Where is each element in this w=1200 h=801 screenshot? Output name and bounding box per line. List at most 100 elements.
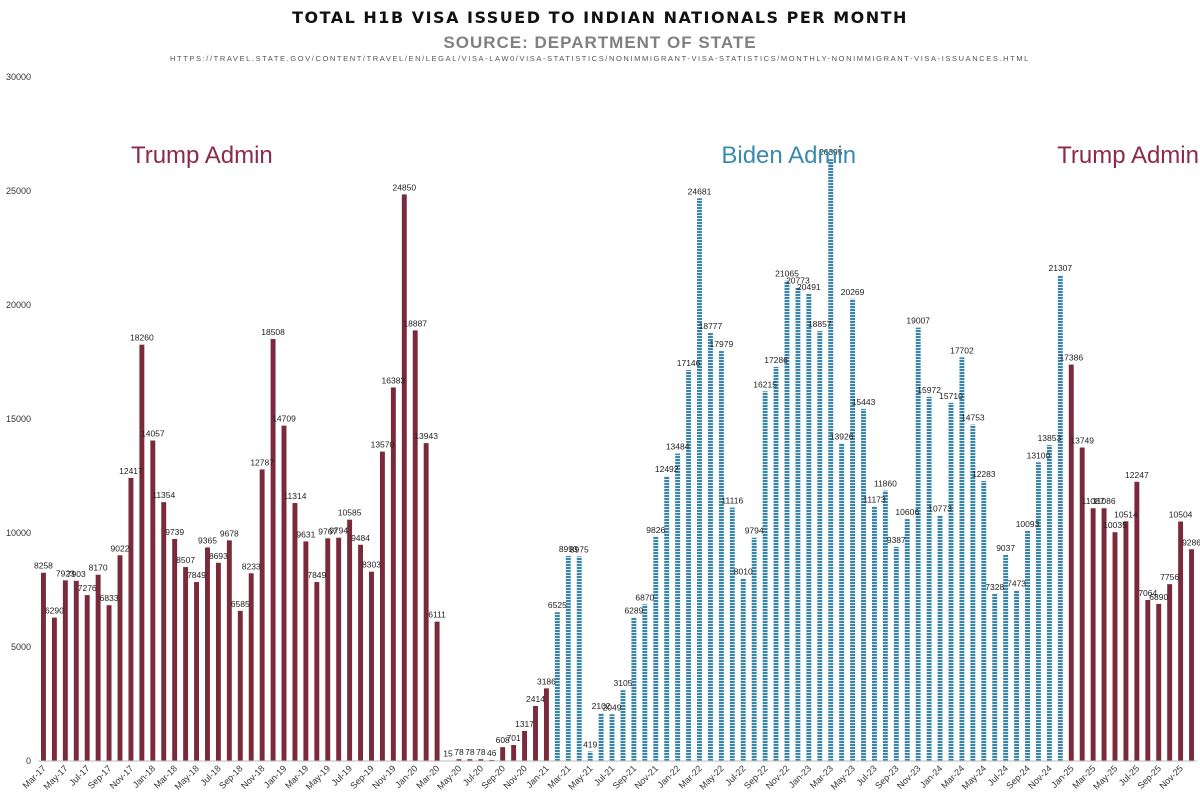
bar (926, 396, 932, 761)
data-label: 13943 (414, 431, 438, 441)
bar (1123, 521, 1129, 761)
data-label: 8975 (570, 544, 589, 554)
data-label: 18857 (808, 319, 832, 329)
bar (1101, 508, 1107, 761)
bar (784, 280, 790, 761)
data-label: 6525 (548, 600, 567, 610)
bar (314, 582, 320, 761)
bar (347, 519, 353, 761)
x-axis: Mar-17May-17Jul-17Sep-17Nov-17Jan-18Mar-… (21, 760, 1197, 792)
data-label: 6290 (45, 606, 64, 616)
data-label: 7756 (1160, 572, 1179, 582)
data-label: 11087 (1082, 496, 1105, 506)
data-label: 6585 (231, 599, 250, 609)
data-label: 24681 (688, 186, 712, 196)
bar (871, 506, 877, 761)
data-label: 12787 (250, 457, 274, 467)
bar (773, 366, 779, 761)
data-label: 10093 (1016, 519, 1040, 529)
data-label: 11116 (721, 496, 743, 506)
bar (248, 573, 254, 761)
data-label: 17286 (764, 355, 788, 365)
bar (718, 351, 724, 761)
bar (740, 578, 746, 761)
bar (62, 580, 68, 761)
data-label: 14709 (272, 414, 296, 424)
bar (915, 327, 921, 761)
data-label: 6111 (428, 610, 446, 620)
data-label: 9767 (318, 526, 337, 536)
bar (1145, 599, 1151, 761)
bar (183, 567, 189, 761)
bar (1167, 584, 1173, 761)
data-label: 8170 (89, 563, 108, 573)
x-tick-label: Nov-21 (633, 763, 661, 791)
bar (369, 571, 374, 761)
bar (806, 293, 812, 761)
bar (95, 574, 101, 761)
bars-group (41, 159, 1194, 762)
bar (543, 688, 549, 761)
data-label: 8303 (362, 560, 381, 570)
bar (303, 541, 309, 761)
bar (1003, 554, 1009, 761)
data-label: 18260 (130, 333, 154, 343)
bar (959, 357, 965, 761)
data-label: 10773 (928, 503, 952, 513)
data-label: 15 (443, 749, 453, 759)
data-label: 9826 (646, 525, 665, 535)
bar (161, 502, 167, 761)
y-tick-label: 25000 (6, 186, 31, 196)
bar (270, 339, 276, 761)
data-label: 13749 (1070, 436, 1094, 446)
bar (1112, 532, 1118, 761)
chart-subtitle: SOURCE: DEPARTMENT OF STATE (443, 33, 757, 52)
bar (1090, 508, 1096, 761)
y-tick-label: 20000 (6, 300, 31, 310)
bar (500, 747, 506, 761)
x-tick-label: Nov-19 (370, 763, 398, 791)
data-label: 9678 (220, 528, 239, 538)
bar (423, 443, 429, 761)
y-tick-label: 30000 (6, 72, 31, 82)
bar (1189, 549, 1194, 761)
bar (1178, 521, 1184, 761)
data-label: 9037 (996, 543, 1015, 553)
data-label: 9286 (1182, 537, 1200, 547)
data-label: 7276 (78, 583, 97, 593)
y-tick-label: 15000 (6, 414, 31, 424)
bar (478, 759, 484, 761)
x-tick-label: Nov-24 (1026, 763, 1054, 791)
bar (533, 705, 538, 761)
bar (609, 714, 615, 761)
x-tick-label: Nov-17 (108, 763, 136, 791)
bar (948, 402, 954, 761)
bar (172, 538, 178, 761)
data-label: 14057 (141, 429, 165, 439)
data-label: 21307 (1049, 263, 1073, 273)
bar (379, 451, 385, 761)
data-label: 419 (583, 739, 597, 749)
data-label: 46 (487, 748, 497, 758)
bar (1025, 530, 1030, 761)
chart-title: TOTAL H1B VISA ISSUED TO INDIAN NATIONAL… (292, 8, 908, 27)
x-tick-label: May-21 (566, 763, 594, 791)
data-label: 8233 (242, 561, 261, 571)
x-tick-label: May-19 (304, 763, 332, 791)
data-label: 6289 (624, 606, 643, 616)
data-label: 9739 (165, 527, 184, 537)
data-label: 13484 (666, 442, 690, 452)
data-label: 20491 (797, 282, 821, 292)
bar (390, 387, 396, 761)
x-tick-label: May-17 (41, 763, 69, 791)
data-label: 12283 (972, 469, 996, 479)
data-label: 10514 (1114, 509, 1138, 519)
x-tick-label: May-18 (173, 763, 201, 791)
data-label: 9794 (329, 526, 348, 536)
x-tick-label: May-20 (435, 763, 463, 791)
bar (237, 610, 243, 761)
bar (106, 605, 112, 761)
data-label: 9387 (887, 535, 906, 545)
data-label: 10606 (895, 507, 919, 517)
data-label: 13926 (830, 431, 854, 441)
